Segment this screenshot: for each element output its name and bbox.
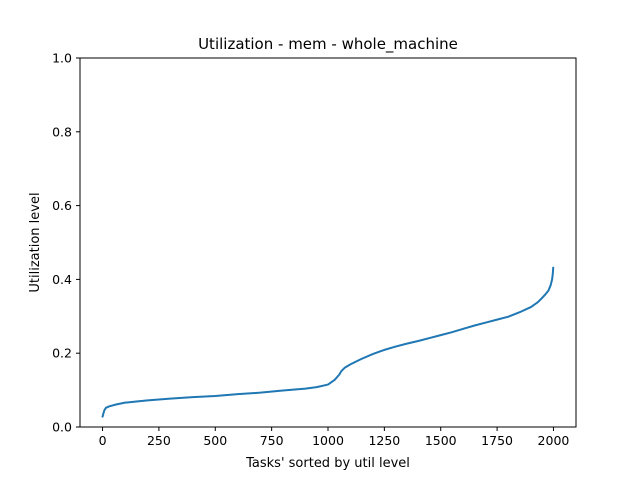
y-tick-label: 0.6 [52, 198, 72, 213]
x-tick-label: 250 [147, 433, 171, 448]
y-tick-label: 0.4 [52, 272, 72, 287]
y-tick-label: 0.8 [52, 124, 72, 139]
x-tick-label: 1750 [481, 433, 513, 448]
x-tick-label: 1250 [368, 433, 400, 448]
x-tick-label: 2000 [538, 433, 570, 448]
series-line-0 [101, 266, 555, 418]
x-tick-label: 500 [203, 433, 227, 448]
x-axis-label: Tasks' sorted by util level [245, 456, 410, 471]
series-layer [101, 266, 555, 418]
x-axis-ticks: 0 250 500 750 1000 1250 1500 1750 2000 [99, 427, 570, 448]
plot-area [80, 58, 576, 427]
y-tick-label: 0.0 [52, 420, 72, 435]
y-axis-ticks: 0.0 0.2 0.4 0.6 0.8 1.0 [52, 51, 80, 435]
chart-title: Utilization - mem - whole_machine [198, 35, 458, 54]
y-axis-label: Utilization level [28, 192, 43, 292]
x-tick-label: 1500 [425, 433, 457, 448]
y-tick-label: 1.0 [52, 51, 72, 66]
plot-frame [79, 57, 577, 428]
x-tick-label: 1000 [312, 433, 344, 448]
y-tick-label: 0.2 [52, 346, 72, 361]
x-tick-label: 0 [99, 433, 107, 448]
x-tick-label: 750 [260, 433, 284, 448]
